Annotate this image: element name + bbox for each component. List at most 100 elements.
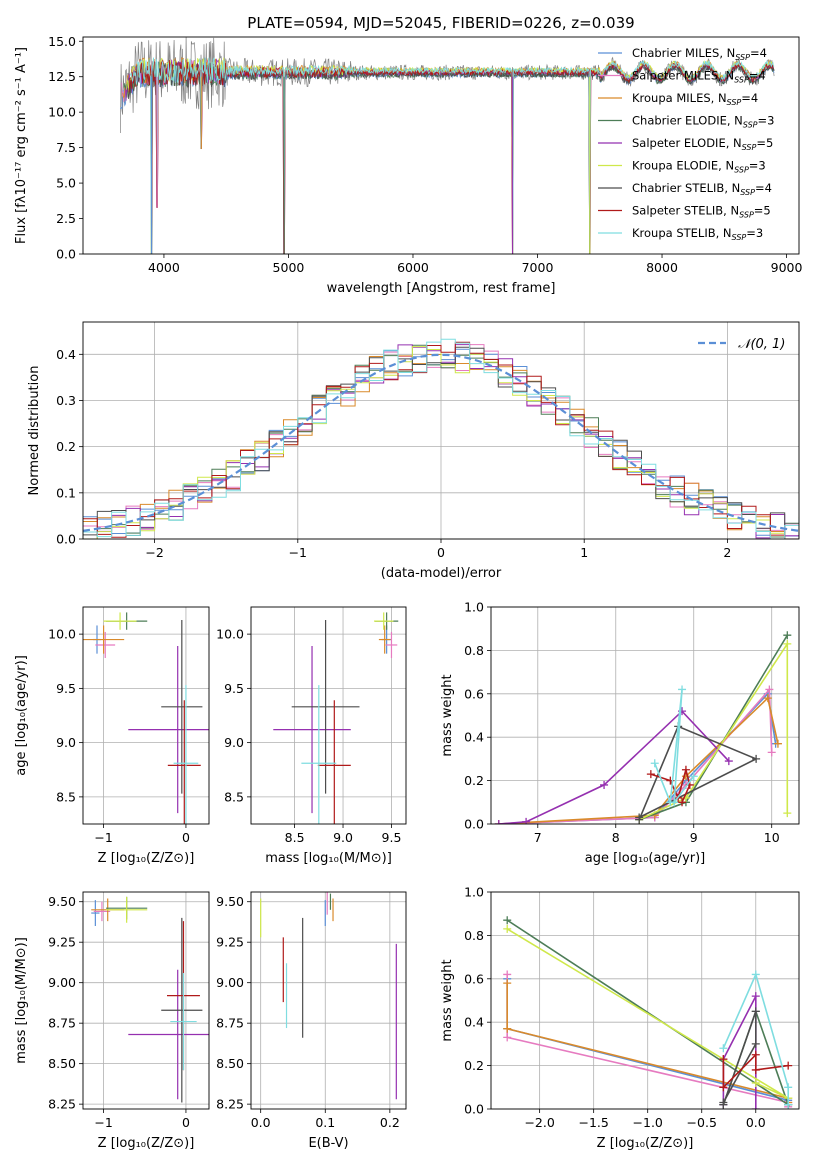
model-line-7: [128, 59, 775, 254]
weight-line-6: [638, 725, 759, 821]
weight-marker: [635, 813, 644, 822]
weight-line-8: [722, 972, 789, 1105]
mass-vs-ebv-frame: [250, 891, 407, 1110]
age-vs-mass-errorbars: [273, 612, 399, 824]
y-tick-label: 8.50: [48, 1056, 76, 1071]
y-tick-label: 9.00: [48, 975, 76, 990]
weight-line-1: [498, 687, 773, 824]
weight-line-7: [650, 766, 691, 803]
x-tick-label: −1: [94, 830, 112, 845]
mass-vs-z-errorbars: [91, 896, 209, 1103]
spectrum-lines: [120, 37, 775, 254]
legend-label: Kroupa ELODIE, NSSP=3: [632, 159, 766, 175]
age-vs-z-frame: [82, 606, 210, 825]
weight-marker: [783, 809, 792, 818]
y-tick-label: 8.75: [216, 1016, 244, 1031]
x-axis-label: age [log₁₀(age/yr)]: [585, 851, 706, 866]
x-tick-label: −0.5: [687, 1115, 717, 1130]
x-tick-label: 2: [723, 545, 731, 560]
weight-marker: [751, 1078, 760, 1087]
weight-marker: [503, 1033, 512, 1042]
weight-marker: [678, 798, 687, 807]
weight-marker: [751, 992, 760, 1001]
weight-marker: [600, 780, 609, 789]
weight-marker: [719, 1044, 728, 1053]
mass-weight-vs-z-axes: −2.0 −1.5 −1.0 −0.5 0.0 0.0 0.2 0.4 0.6 0.8 1.0 Z […: [440, 885, 799, 1151]
weight-marker: [670, 798, 679, 807]
residuals-axes: −2 −1 0 1 2 0.0 0.1 0.2 0.3 0.4 (data-model)/error…: [27, 322, 799, 581]
weight-marker: [503, 1024, 512, 1033]
weight-marker: [503, 979, 512, 988]
y-tick-label: 2.5: [56, 211, 76, 226]
x-tick-label: 7000: [522, 260, 554, 275]
weight-line-6: [722, 1011, 757, 1105]
weight-line-8: [653, 689, 695, 805]
weight-marker: [767, 748, 776, 757]
x-tick-label: 0: [437, 545, 445, 560]
y-tick-label: 8.5: [56, 789, 76, 804]
y-tick-label: 9.50: [216, 894, 244, 909]
weight-marker: [751, 1039, 760, 1048]
weight-marker: [503, 970, 512, 979]
x-axis-label: wavelength [Angstrom, rest frame]: [327, 281, 556, 296]
y-tick-label: 0.8: [464, 643, 484, 658]
y-tick-label: 9.25: [48, 935, 76, 950]
normal-legend-label: 𝒩(0, 1): [738, 337, 785, 352]
spectrum-legend: Chabrier MILES, NSSP=4 Salpeter MILES, NS…: [598, 46, 774, 242]
weight-marker: [751, 1050, 760, 1059]
age-vs-z-errorbars: [83, 612, 209, 824]
weight-marker: [784, 1083, 793, 1092]
x-tick-label: −2: [145, 545, 163, 560]
weight-marker: [646, 770, 655, 779]
legend-label: Chabrier ELODIE, NSSP=3: [632, 114, 774, 130]
y-tick-label: 0.0: [464, 817, 484, 832]
x-tick-label: 8.5: [285, 830, 305, 845]
weight-marker: [678, 685, 687, 694]
x-tick-label: 9.0: [333, 830, 353, 845]
mass-vs-ebv-errorbars: [260, 892, 397, 1100]
x-tick-label: 7: [534, 830, 542, 845]
mass-weight-vs-age-frame: [490, 606, 800, 825]
weight-line-3: [638, 634, 788, 821]
y-tick-label: 0.4: [464, 1015, 484, 1030]
mass-vs-ebv-axes: 0.0 0.1 0.2 8.25 8.50 8.75 9.00 9.25 9.50 E(B-V): [216, 892, 406, 1151]
weight-marker: [681, 765, 690, 774]
x-tick-label: −2.0: [524, 1115, 554, 1130]
y-tick-label: 10.0: [216, 627, 244, 642]
x-tick-label: 6000: [397, 260, 429, 275]
y-axis-label: age [log₁₀(age/yr)]: [14, 655, 29, 776]
y-tick-label: 0.6: [464, 686, 484, 701]
mass-weight-vs-age-lines: [494, 631, 792, 824]
y-tick-label: 9.0: [56, 735, 76, 750]
x-tick-label: 4000: [148, 260, 180, 275]
y-tick-label: 9.0: [224, 735, 244, 750]
y-tick-label: 9.50: [48, 894, 76, 909]
y-tick-label: 8.75: [48, 1016, 76, 1031]
weight-marker: [650, 759, 659, 768]
weight-marker: [689, 772, 698, 781]
y-tick-label: 0.3: [56, 393, 76, 408]
histogram-8: [83, 338, 799, 539]
histograms: [83, 338, 799, 539]
x-axis-label: E(B-V): [308, 1136, 348, 1151]
weight-marker: [522, 817, 531, 824]
y-tick-label: 0.2: [464, 773, 484, 788]
x-tick-label: 0.1: [315, 1115, 335, 1130]
age-vs-z-axes: −1 0 8.5 9.0 9.5 10.0 Z [log₁₀(Z/Z⊙)] age [log₁…: [14, 607, 209, 866]
mass-weight-vs-z-frame: [490, 891, 800, 1110]
legend-label: Salpeter STELIB, NSSP=5: [632, 204, 771, 220]
weight-marker: [719, 1083, 728, 1092]
mass-vs-z-axes: −1 0 8.25 8.50 8.75 9.00 9.25 9.50 Z [log₁₀(Z/Z⊙…: [14, 892, 209, 1151]
y-tick-label: 0.4: [464, 730, 484, 745]
weight-marker: [765, 685, 774, 694]
y-tick-label: 0.8: [464, 928, 484, 943]
y-tick-label: 0.0: [56, 247, 76, 262]
mass-weight-vs-z-lines: [503, 916, 793, 1109]
y-axis-label: Flux [fλ10⁻¹⁷ erg cm⁻² s⁻¹ A⁻¹]: [14, 47, 29, 244]
weight-marker: [751, 1065, 760, 1074]
spectrum-axes: 4000 5000 6000 7000 8000 9000 0.0 2.5 5.0 7.5 10.0…: [14, 34, 803, 296]
age-vs-mass-axes: 8.5 9.0 9.5 8.5 9.0 9.5 10.0 mass [log₁₀(M/M⊙)]: [216, 607, 406, 866]
weight-marker: [503, 916, 512, 925]
spectrum-frame: [82, 36, 800, 255]
y-tick-label: 12.5: [48, 69, 76, 84]
